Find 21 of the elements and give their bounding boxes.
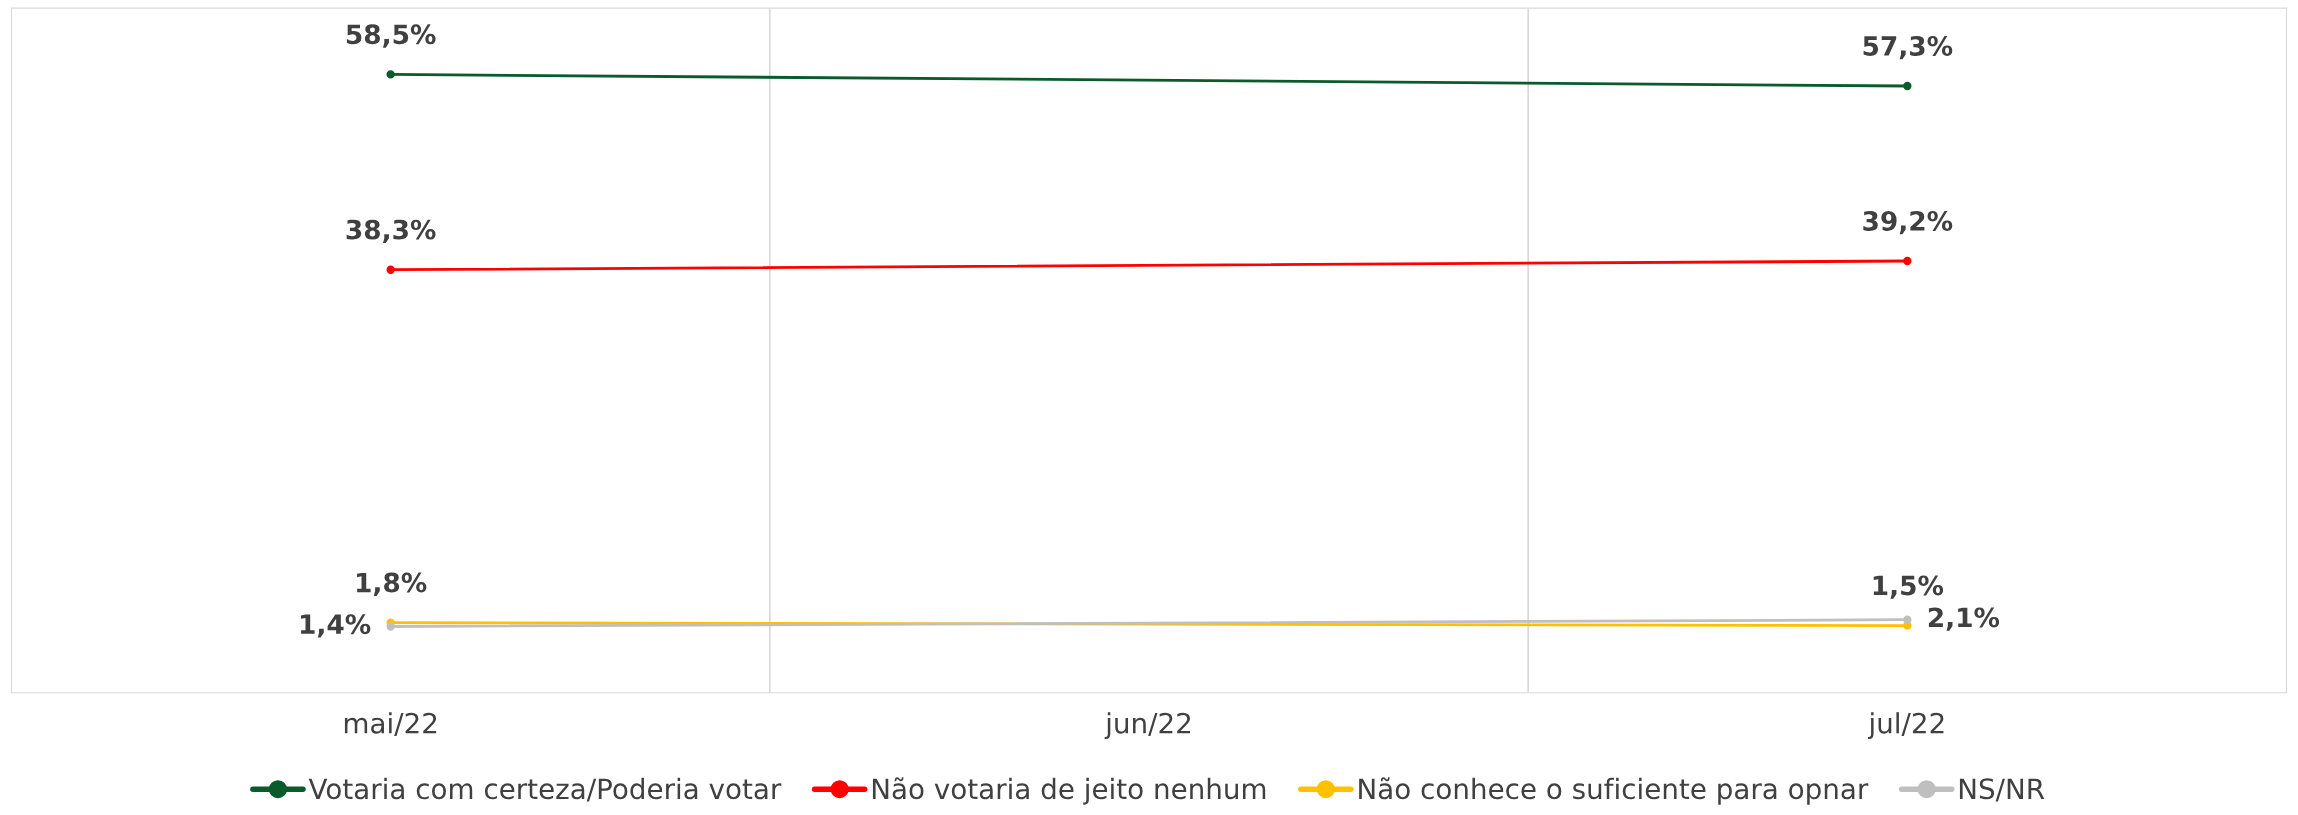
- legend-label: NS/NR: [1959, 778, 2045, 802]
- x-tick-label: jul/22: [1867, 712, 1944, 740]
- point: [1903, 81, 1912, 91]
- data-label: 58,5%: [346, 24, 436, 48]
- data-label: 38,3%: [346, 219, 436, 243]
- point: [386, 70, 395, 79]
- legend-label: Não conhece o suficiente para opnar: [1359, 777, 1869, 805]
- data-label: 1,5%: [1873, 575, 1944, 599]
- x-tick-label: jun/22: [1104, 712, 1191, 740]
- x-tick-label: mai/22: [344, 712, 437, 736]
- data-label: 39,2%: [1863, 210, 1953, 235]
- data-label: 1,4%: [301, 614, 371, 638]
- point: [1903, 615, 1912, 624]
- data-label: 1,8%: [357, 572, 427, 596]
- point: [386, 622, 395, 631]
- point: [1903, 256, 1912, 266]
- data-label: 57,3%: [1863, 35, 1953, 60]
- legend-label: Votaria com certeza/Poderia votar: [308, 777, 782, 802]
- legend-label: Não votaria de jeito nenhum: [872, 777, 1266, 805]
- point: [386, 265, 395, 274]
- data-label: 2,1%: [1928, 607, 2000, 631]
